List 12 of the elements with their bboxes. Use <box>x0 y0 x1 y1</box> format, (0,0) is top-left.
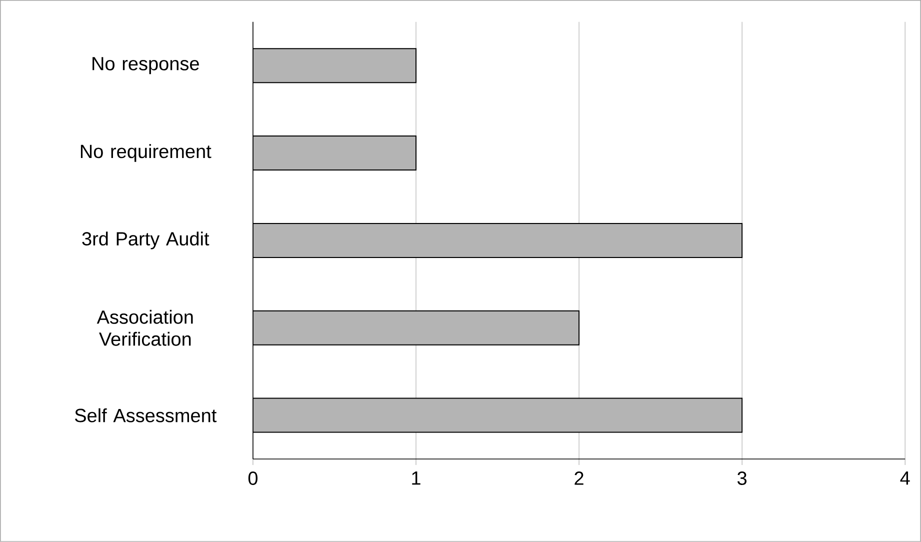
x-tick-label: 2 <box>574 472 584 485</box>
x-tick-label: 0 <box>248 472 258 486</box>
y-tick-label: Association Verification <box>96 310 193 346</box>
y-tick-label: 3rd Party Audit <box>82 232 210 250</box>
y-tick-label: Self Assessment <box>74 408 217 422</box>
x-tick-label: 3 <box>737 472 746 486</box>
x-tick-label: 1 <box>412 472 420 485</box>
bar <box>252 136 416 171</box>
y-tick-label: No requirement <box>80 144 212 162</box>
x-tick-label: 4 <box>900 472 910 485</box>
bar <box>252 48 416 84</box>
y-tick-label: No response <box>92 57 199 74</box>
